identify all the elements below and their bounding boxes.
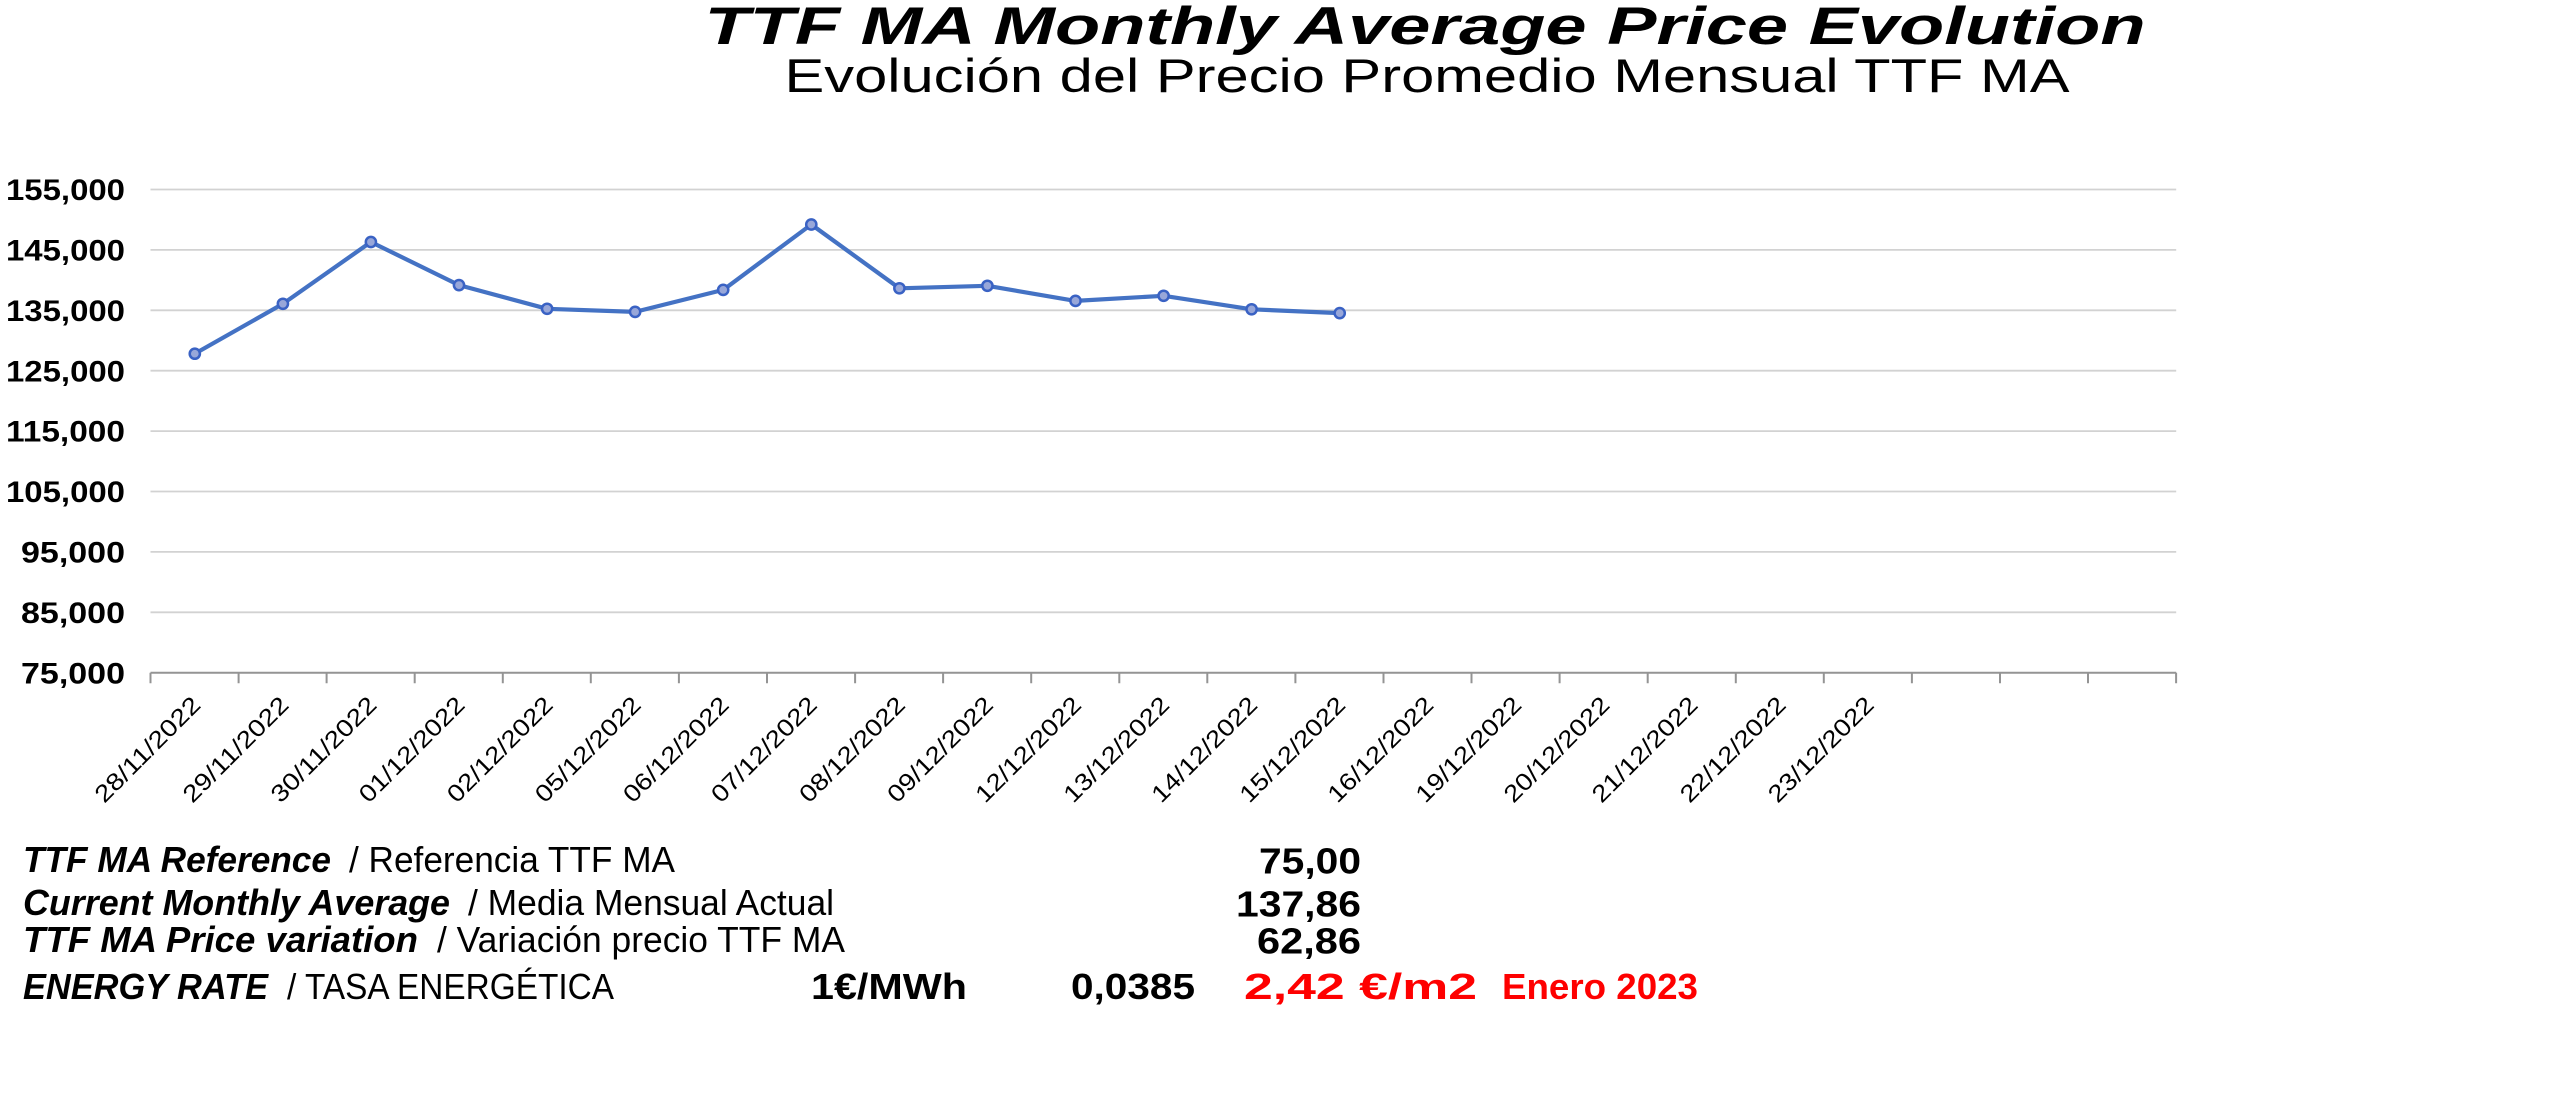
svg-text:75,00: 75,00 [1259, 841, 1361, 882]
svg-text:2,42 €/m2: 2,42 €/m2 [1244, 966, 1477, 1007]
svg-text:Current Monthly Average: Current Monthly Average [23, 882, 450, 923]
svg-text:/ Variación precio TTF MA: / Variación precio TTF MA [437, 919, 845, 960]
svg-text:137,86: 137,86 [1236, 884, 1361, 925]
svg-text:TTF MA Price variation: TTF MA Price variation [23, 919, 418, 960]
svg-text:75,000: 75,000 [21, 657, 125, 690]
svg-text:145,000: 145,000 [6, 235, 125, 268]
svg-text:1€/MWh: 1€/MWh [811, 966, 967, 1007]
svg-text:/ Referencia TTF MA: / Referencia TTF MA [349, 839, 675, 880]
svg-text:95,000: 95,000 [21, 537, 125, 570]
svg-text:/ TASA ENERGÉTICA: / TASA ENERGÉTICA [287, 966, 614, 1007]
svg-text:155,000: 155,000 [6, 174, 125, 207]
svg-text:/ Media Mensual Actual: / Media Mensual Actual [468, 882, 834, 923]
svg-text:TTF MA Monthly Average Price E: TTF MA Monthly Average Price Evolution [705, 0, 2146, 56]
svg-text:Enero 2023: Enero 2023 [1502, 966, 1698, 1007]
svg-text:105,000: 105,000 [6, 476, 125, 509]
svg-text:TTF MA Reference: TTF MA Reference [23, 839, 331, 880]
svg-text:62,86: 62,86 [1257, 921, 1361, 962]
svg-text:135,000: 135,000 [6, 295, 125, 328]
svg-text:ENERGY RATE: ENERGY RATE [23, 966, 269, 1007]
svg-text:125,000: 125,000 [6, 355, 125, 388]
svg-text:115,000: 115,000 [6, 416, 125, 449]
svg-text:85,000: 85,000 [21, 597, 125, 630]
svg-text:0,0385: 0,0385 [1071, 966, 1195, 1007]
svg-text:Evolución del Precio Promedio: Evolución del Precio Promedio Mensual TT… [785, 49, 2071, 102]
